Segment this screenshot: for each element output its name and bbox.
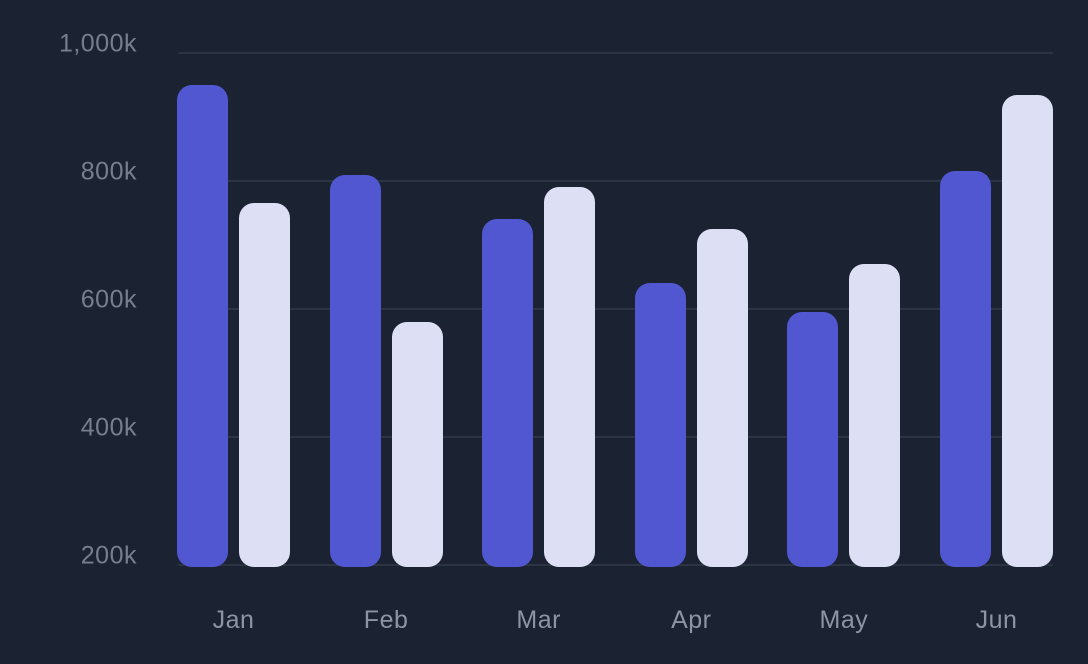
y-tick-label-800k: 800k (80, 157, 137, 186)
bar-may-series-1-purple (787, 312, 839, 567)
gridline-600k (178, 308, 1053, 310)
bar-mar-series-1-purple (482, 219, 534, 567)
x-tick-label-jan: Jan (212, 606, 255, 634)
bar-mar-series-2-lavender (544, 187, 596, 567)
bar-jan-series-1-purple (177, 85, 228, 567)
gridline-1000k (178, 52, 1053, 54)
x-tick-label-feb: Feb (363, 606, 409, 634)
bar-jan-series-2-lavender (239, 203, 290, 567)
gridline-400k (178, 436, 1053, 438)
bar-apr-series-1-purple (634, 283, 686, 567)
y-tick-label-200k: 200k (80, 541, 137, 570)
bar-apr-series-2-lavender (696, 229, 748, 567)
y-tick-label-600k: 600k (80, 285, 137, 314)
x-tick-label-may: May (819, 606, 869, 634)
bar-jun-series-1-purple (940, 171, 991, 567)
gridline-800k (178, 180, 1053, 182)
bar-feb-series-2-lavender (391, 321, 443, 567)
bar-feb-series-1-purple (329, 174, 381, 567)
bar-jun-series-2-lavender (1002, 94, 1053, 567)
bar-may-series-2-lavender (849, 264, 901, 567)
y-tick-label-1000k: 1,000k (58, 29, 137, 58)
gridline-200k (178, 564, 1053, 566)
x-tick-label-mar: Mar (516, 606, 561, 634)
y-tick-label-400k: 400k (80, 413, 137, 442)
x-tick-label-apr: Apr (671, 606, 712, 634)
x-tick-label-jun: Jun (975, 606, 1018, 634)
